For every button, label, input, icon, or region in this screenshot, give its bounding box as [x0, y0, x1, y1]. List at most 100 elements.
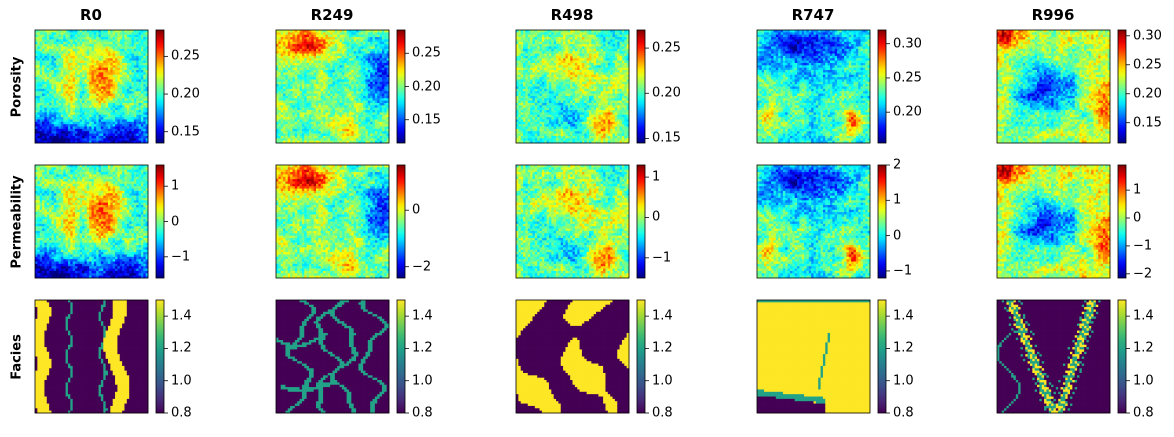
heatmap-cell — [49, 68, 52, 71]
heatmap-cell — [382, 122, 385, 125]
heatmap-cell — [56, 98, 59, 101]
heatmap-cell — [288, 115, 291, 118]
heatmap-cell — [333, 49, 336, 52]
heatmap-cell — [328, 56, 331, 59]
heatmap-cell — [80, 119, 83, 122]
heatmap-cell — [127, 89, 130, 92]
heatmap-cell — [340, 138, 343, 141]
heatmap-cell — [113, 89, 116, 92]
heatmap-cell — [99, 110, 102, 113]
heatmap-cell — [365, 61, 368, 64]
heatmap-cell — [134, 82, 137, 85]
heatmap-cell — [290, 39, 293, 42]
heatmap-cell — [615, 44, 618, 47]
heatmap-cell — [613, 35, 616, 38]
heatmap-cell — [318, 42, 321, 45]
heatmap-cell — [587, 46, 590, 49]
heatmap-cell — [75, 131, 78, 134]
heatmap-cell — [370, 110, 373, 113]
heatmap-cell — [373, 84, 376, 87]
heatmap-cell — [59, 115, 62, 118]
heatmap-cell — [361, 32, 364, 35]
heatmap-cell — [617, 44, 620, 47]
heatmap-cell — [106, 35, 109, 38]
heatmap-cell — [283, 117, 286, 120]
heatmap-cell — [59, 44, 62, 47]
heatmap-cell — [561, 42, 564, 45]
heatmap-cell — [591, 32, 594, 35]
heatmap-cell — [82, 89, 85, 92]
heatmap-cell — [40, 37, 43, 40]
heatmap-cell — [75, 91, 78, 94]
heatmap-cell — [570, 44, 573, 47]
heatmap-cell — [292, 39, 295, 42]
heatmap-cell — [337, 91, 340, 94]
heatmap-cell — [101, 110, 104, 113]
heatmap-cell — [375, 82, 378, 85]
heatmap-cell — [40, 56, 43, 59]
heatmap-cell — [582, 30, 585, 33]
heatmap-cell — [351, 96, 354, 99]
heatmap-cell — [113, 127, 116, 130]
heatmap-cell — [143, 77, 146, 80]
heatmap-cell — [302, 70, 305, 73]
heatmap-cell — [356, 115, 359, 118]
heatmap-cell — [68, 54, 71, 57]
heatmap-cell — [598, 35, 601, 38]
heatmap-cell — [356, 51, 359, 54]
heatmap-cell — [68, 77, 71, 80]
heatmap-cell — [361, 63, 364, 66]
heatmap-cell — [70, 61, 73, 64]
heatmap-cell — [101, 49, 104, 52]
heatmap-cell — [70, 98, 73, 101]
heatmap-cell — [51, 138, 54, 141]
heatmap-cell — [54, 79, 57, 82]
heatmap-cell — [70, 56, 73, 59]
heatmap-cell — [77, 37, 80, 40]
heatmap-cell — [47, 134, 50, 137]
heatmap-cell — [333, 134, 336, 137]
heatmap-cell — [51, 134, 54, 137]
heatmap-cell — [122, 103, 125, 106]
heatmap-cell — [325, 39, 328, 42]
heatmap-cell — [283, 134, 286, 137]
heatmap-cell — [124, 44, 127, 47]
heatmap-cell — [314, 105, 317, 108]
heatmap-cell — [363, 77, 366, 80]
heatmap-cell — [297, 105, 300, 108]
heatmap-cell — [330, 70, 333, 73]
heatmap-cell — [311, 65, 314, 68]
heatmap-cell — [143, 94, 146, 97]
heatmap-cell — [136, 65, 139, 68]
heatmap-cell — [103, 127, 106, 130]
heatmap-cell — [554, 46, 557, 49]
heatmap-cell — [354, 122, 357, 125]
heatmap-cell — [347, 94, 350, 97]
heatmap-cell — [75, 89, 78, 92]
heatmap-cell — [285, 54, 288, 57]
heatmap-cell — [40, 89, 43, 92]
heatmap-cell — [288, 37, 291, 40]
heatmap-cell — [136, 75, 139, 78]
heatmap-cell — [608, 32, 611, 35]
heatmap-cell — [302, 115, 305, 118]
heatmap-cell — [318, 72, 321, 75]
heatmap-cell — [37, 65, 40, 68]
heatmap-cell — [544, 35, 547, 38]
heatmap-cell — [382, 42, 385, 45]
heatmap-cell — [44, 65, 47, 68]
heatmap-cell — [351, 105, 354, 108]
heatmap-cell — [354, 42, 357, 45]
heatmap-cell — [532, 35, 535, 38]
heatmap-cell — [94, 105, 97, 108]
heatmap-cell — [285, 124, 288, 127]
heatmap-cell — [117, 117, 120, 120]
heatmap-cell — [323, 105, 326, 108]
heatmap-cell — [347, 110, 350, 113]
heatmap-cell — [335, 79, 338, 82]
heatmap-cell — [342, 84, 345, 87]
heatmap-cell — [382, 39, 385, 42]
heatmap-cell — [92, 35, 95, 38]
heatmap-cell — [368, 30, 371, 33]
heatmap-cell — [589, 42, 592, 45]
